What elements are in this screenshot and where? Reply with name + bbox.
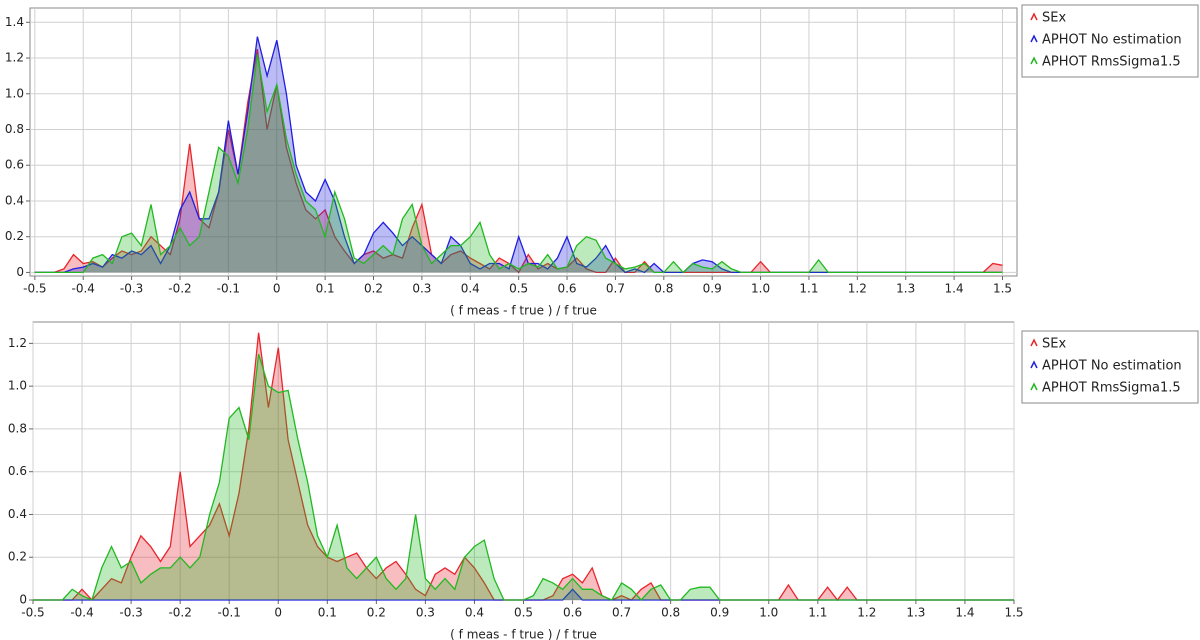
x-tick-label: 1.1 [799,282,818,296]
y-tick-label: 0.4 [5,193,24,207]
y-tick-label: 1.2 [5,51,24,65]
series-line [33,353,1014,601]
area-fill [34,49,1003,273]
y-tick-label: 0.6 [8,464,27,478]
x-tick-label: 0.6 [563,606,582,620]
area-fill [34,36,1003,273]
plot-area [29,7,1018,277]
x-tick-label: 1.1 [808,606,827,620]
x-tick-label: 0.1 [318,606,337,620]
chart: -0.5 -0.4 -0.3 -0.2 -0.1 0 0.1 0.2 0.3 0.4 0.5 0.6 0… [5,4,1199,318]
x-tick-label: -0.3 [119,606,142,620]
y-tick-label: 1.0 [8,379,27,393]
legend-box [1021,330,1199,404]
y-tick-label: 0 [19,593,27,607]
x-tick-label: -0.3 [120,282,143,296]
area-fill [33,332,1014,600]
x-tick-label: 1.4 [945,282,964,296]
legend-box [1021,4,1199,78]
x-tick-label: 1.5 [993,282,1012,296]
y-tick-label: 1.0 [5,86,24,100]
x-tick-label: -0.5 [23,282,46,296]
x-tick-label: 0.7 [612,606,631,620]
y-tick-label: 0.6 [5,158,24,172]
y-tick-label: 0.8 [8,421,27,435]
x-tick-label: 0.5 [509,282,528,296]
legend-label: APHOT No estimation [1042,33,1182,48]
x-tick-label: -0.5 [21,606,44,620]
legend-marker [1030,382,1038,391]
legend-marker [1030,338,1038,347]
legend-label: APHOT RmsSigma1.5 [1042,381,1181,396]
x-tick-label: -0.1 [217,606,240,620]
y-tick-label: 1.4 [5,15,24,29]
x-tick-label: -0.2 [168,606,191,620]
x-tick-label: 0.7 [606,282,625,296]
x-tick-label: 0.4 [461,282,480,296]
x-tick-label: -0.1 [217,282,240,296]
legend: SEx APHOT No estimation APHOT RmsSigma1.5 [1021,330,1199,404]
legend: SEx APHOT No estimation APHOT RmsSigma1.5 [1021,4,1199,78]
area-fill [33,354,1014,600]
y-tick-label: 0 [16,265,24,279]
x-tick-label: 0.8 [661,606,680,620]
legend-marker [1030,34,1038,43]
x-tick-label: 1.0 [751,282,770,296]
x-tick-label: 1.4 [955,606,974,620]
y-tick-label: 0.2 [8,550,27,564]
x-tick-label: 0 [274,606,282,620]
x-axis-title: ( f meas - f true ) / f true [450,304,597,318]
x-tick-label: 0.3 [412,282,431,296]
x-tick-label: 0.2 [367,606,386,620]
legend-marker [1030,360,1038,369]
x-tick-label: -0.4 [72,282,95,296]
series-line [34,54,1003,274]
y-tick-label: 0.2 [5,229,24,243]
x-tick-label: 0.9 [703,282,722,296]
x-tick-label: 0.9 [710,606,729,620]
x-tick-label: 0.5 [514,606,533,620]
legend-label: SEx [1042,11,1066,26]
x-tick-label: 0.3 [416,606,435,620]
x-tick-label: 0.4 [465,606,484,620]
x-tick-label: 0.2 [364,282,383,296]
x-tick-label: 0 [273,282,281,296]
chart: -0.5 -0.4 -0.3 -0.2 -0.1 0 0.1 0.2 0.3 0.4 0.5 0.6 0… [8,321,1199,640]
x-tick-label: 0.8 [654,282,673,296]
y-tick-label: 1.2 [8,336,27,350]
x-tick-label: 1.3 [896,282,915,296]
legend-label: APHOT RmsSigma1.5 [1042,55,1181,70]
area-fill [34,54,1003,273]
x-tick-label: 0.6 [557,282,576,296]
x-tick-label: 1.3 [906,606,925,620]
x-tick-label: -0.4 [70,606,93,620]
legend-marker [1030,12,1038,21]
legend-label: APHOT No estimation [1042,359,1182,374]
legend-marker [1030,56,1038,65]
x-tick-label: 0.1 [316,282,335,296]
x-tick-label: 1.2 [857,606,876,620]
y-tick-label: 0.8 [5,122,24,136]
x-tick-label: 1.0 [759,606,778,620]
legend-label: SEx [1042,337,1066,352]
x-axis-title: ( f meas - f true ) / f true [450,628,597,640]
x-tick-label: 1.5 [1004,606,1023,620]
y-tick-label: 0.4 [8,507,27,521]
x-tick-label: 1.2 [848,282,867,296]
x-tick-label: -0.2 [168,282,191,296]
